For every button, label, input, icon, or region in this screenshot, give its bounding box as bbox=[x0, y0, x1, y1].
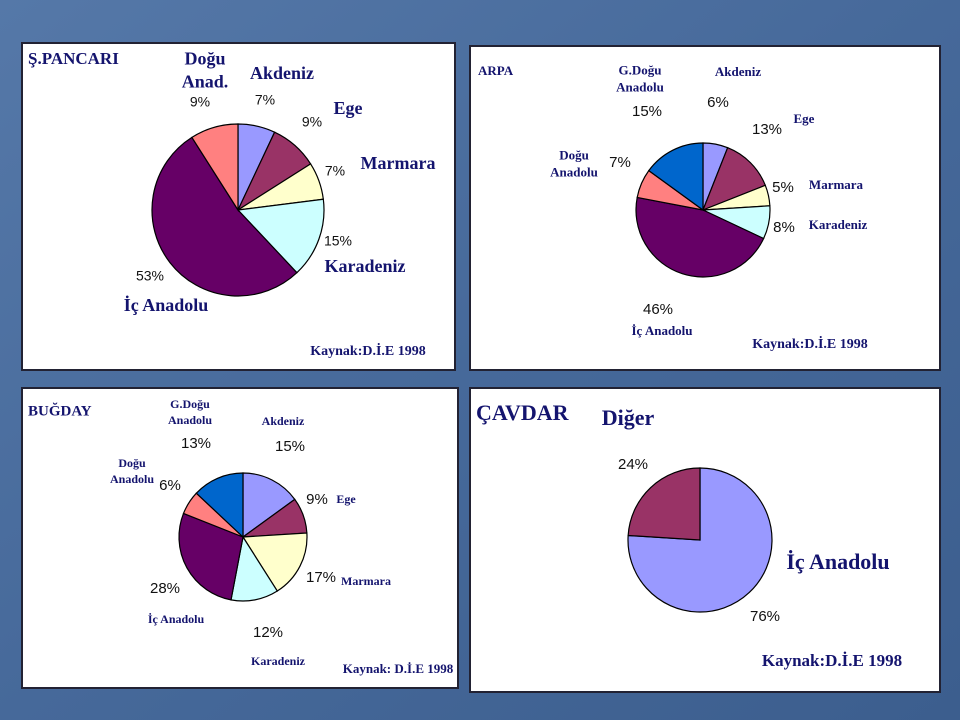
source-note: Kaynak:D.İ.E 1998 bbox=[762, 651, 902, 670]
category-label: G.Doğu Anadolu bbox=[168, 397, 212, 427]
pie-slice bbox=[635, 196, 765, 278]
category-label: Doğu Anad. bbox=[182, 48, 229, 91]
category-label: İç Anadolu bbox=[124, 295, 209, 315]
category-label: Karadeniz bbox=[251, 654, 306, 668]
category-label: Ege bbox=[794, 111, 815, 126]
category-label: Karadeniz bbox=[809, 217, 868, 232]
value-label: 15% bbox=[632, 103, 662, 120]
value-label: 15% bbox=[275, 438, 305, 455]
category-label: Karadeniz bbox=[325, 256, 406, 276]
category-label: İç Anadolu bbox=[631, 323, 692, 338]
chart-title: Ş.PANCARI bbox=[28, 49, 119, 68]
value-label: 9% bbox=[302, 114, 322, 130]
value-label: 5% bbox=[772, 179, 794, 196]
value-label: 24% bbox=[618, 456, 648, 473]
pie-slice bbox=[241, 532, 308, 592]
value-label: 46% bbox=[643, 301, 673, 318]
category-label: G.Doğu Anadolu bbox=[616, 63, 664, 95]
chart-title: BUĞDAY bbox=[28, 402, 92, 419]
value-label: 6% bbox=[707, 94, 729, 111]
pie-slice bbox=[236, 198, 325, 274]
value-label: 7% bbox=[325, 163, 345, 179]
value-label: 12% bbox=[253, 624, 283, 641]
category-label: Akdeniz bbox=[715, 64, 761, 79]
pie-slice bbox=[701, 146, 767, 212]
pie-slice bbox=[191, 123, 239, 213]
value-label: 13% bbox=[181, 435, 211, 452]
pie-slice bbox=[195, 472, 244, 539]
source-note: Kaynak:D.İ.E 1998 bbox=[752, 335, 868, 352]
category-label: Akdeniz bbox=[250, 63, 314, 83]
category-label: Marmara bbox=[361, 153, 436, 173]
pie-slice bbox=[151, 136, 298, 297]
source-note: Kaynak: D.İ.E 1998 bbox=[343, 661, 454, 676]
category-label: Doğu Anadolu bbox=[550, 148, 598, 180]
value-label: 7% bbox=[255, 92, 275, 108]
category-label: İç Anadolu bbox=[148, 612, 205, 626]
value-label: 8% bbox=[773, 219, 795, 236]
category-label: Marmara bbox=[809, 177, 864, 192]
value-label: 6% bbox=[159, 477, 181, 494]
category-label: Diğer bbox=[602, 405, 655, 430]
value-label: 76% bbox=[750, 608, 780, 625]
value-label: 15% bbox=[324, 233, 352, 249]
chart-title: ÇAVDAR bbox=[476, 400, 570, 425]
category-label: Akdeniz bbox=[262, 414, 305, 428]
pie-slice bbox=[647, 142, 704, 212]
value-label: 28% bbox=[150, 580, 180, 597]
category-label: Ege bbox=[336, 492, 356, 506]
chart-title: ARPA bbox=[478, 63, 514, 78]
source-note: Kaynak:D.İ.E 1998 bbox=[310, 342, 426, 359]
value-label: 9% bbox=[306, 491, 328, 508]
value-label: 13% bbox=[752, 121, 782, 138]
category-label: Marmara bbox=[341, 574, 391, 588]
category-label: İç Anadolu bbox=[786, 549, 889, 574]
value-label: 53% bbox=[136, 268, 164, 284]
category-label: Ege bbox=[334, 98, 363, 118]
pie-slice bbox=[178, 512, 244, 601]
value-label: 9% bbox=[190, 94, 210, 110]
value-label: 7% bbox=[609, 154, 631, 171]
pie-slice bbox=[242, 472, 296, 539]
value-label: 17% bbox=[306, 569, 336, 586]
pie-slice bbox=[627, 467, 701, 541]
category-label: Doğu Anadolu bbox=[110, 456, 154, 486]
